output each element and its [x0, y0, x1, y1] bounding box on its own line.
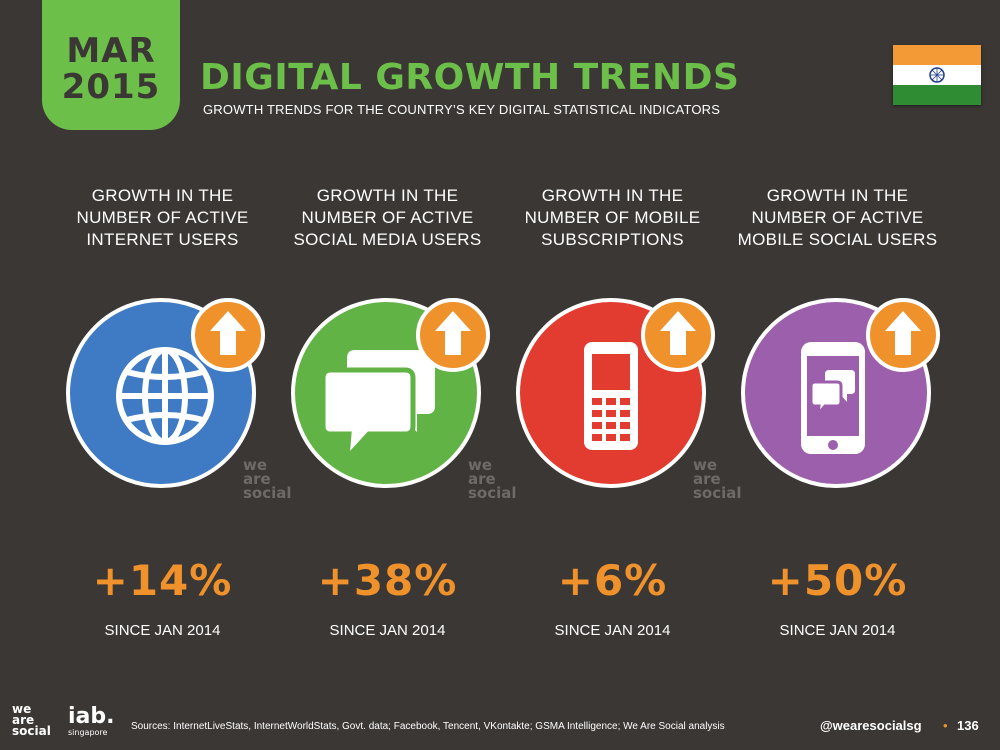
- stat-mobile-social-users: GROWTH IN THE NUMBER OF ACTIVE MOBILE SO…: [725, 0, 950, 750]
- mobile-phone-icon: [584, 342, 638, 450]
- up-arrow-icon: [416, 298, 490, 372]
- smartphone-chat-icon: [801, 342, 865, 454]
- stat-since: SINCE JAN 2014: [329, 622, 446, 639]
- stat-since: SINCE JAN 2014: [104, 622, 221, 639]
- stat-label: GROWTH IN THE NUMBER OF ACTIVE SOCIAL ME…: [293, 186, 482, 249]
- chat-bubbles-icon: [320, 350, 435, 466]
- stat-since: SINCE JAN 2014: [779, 622, 896, 639]
- date-badge: MAR 2015: [42, 0, 180, 130]
- stat-label: GROWTH IN THE NUMBER OF MOBILE SUBSCRIPT…: [524, 186, 701, 249]
- stat-value: +6%: [557, 556, 668, 605]
- watermark-logo: we are social: [243, 456, 292, 502]
- page-number: 136: [957, 718, 979, 733]
- stat-since: SINCE JAN 2014: [554, 622, 671, 639]
- up-arrow-icon: [866, 298, 940, 372]
- stat-social-media-users: GROWTH IN THE NUMBER OF ACTIVE SOCIAL ME…: [275, 0, 517, 750]
- stat-label: GROWTH IN THE NUMBER OF ACTIVE MOBILE SO…: [737, 186, 938, 249]
- social-handle: @wearesocialsg: [820, 718, 922, 733]
- page-subtitle: GROWTH TRENDS FOR THE COUNTRY’S KEY DIGI…: [203, 102, 721, 117]
- date-month: MAR: [66, 31, 156, 71]
- date-year: 2015: [61, 67, 161, 107]
- watermark-logo: we are social: [693, 456, 742, 502]
- up-arrow-icon: [191, 298, 265, 372]
- iab-singapore-logo: iab. singapore: [68, 704, 115, 738]
- we-are-social-logo: we are social: [12, 702, 51, 738]
- stat-value: +50%: [767, 556, 908, 605]
- stat-label: GROWTH IN THE NUMBER OF ACTIVE INTERNET …: [76, 186, 249, 249]
- india-flag-icon: [893, 45, 981, 105]
- stat-value: +14%: [92, 556, 233, 605]
- stat-value: +38%: [317, 556, 458, 605]
- sources-text: Sources: InternetLiveStats, InternetWorl…: [131, 721, 725, 732]
- page-title: DIGITAL GROWTH TRENDS: [200, 57, 740, 98]
- footer-bullet: •: [943, 718, 948, 733]
- globe-icon: [116, 347, 214, 445]
- stat-mobile-subscriptions: GROWTH IN THE NUMBER OF MOBILE SUBSCRIPT…: [500, 0, 742, 750]
- up-arrow-icon: [641, 298, 715, 372]
- stat-internet-users: GROWTH IN THE NUMBER OF ACTIVE INTERNET …: [50, 0, 292, 750]
- watermark-logo: we are social: [468, 456, 517, 502]
